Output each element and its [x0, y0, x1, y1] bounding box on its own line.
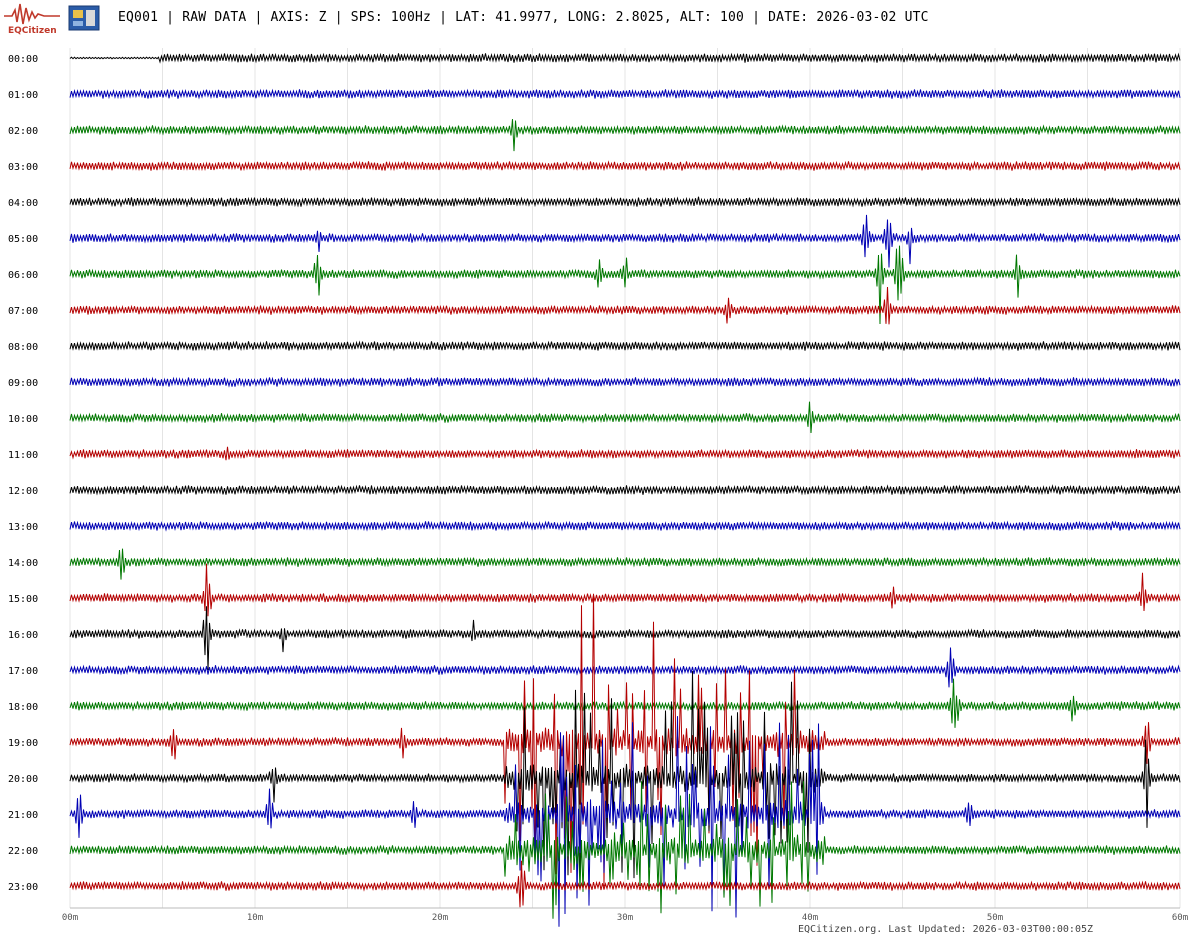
x-tick-label: 00m	[62, 913, 78, 923]
chart-title: EQ001 | RAW DATA | AXIS: Z | SPS: 100Hz …	[118, 10, 929, 25]
trace-row-0800	[69, 340, 1181, 352]
row-time-label: 18:00	[8, 702, 38, 713]
row-time-label: 06:00	[8, 270, 38, 281]
x-tick-label: 20m	[432, 913, 448, 923]
x-tick-label: 50m	[987, 913, 1003, 923]
helicorder-plot: 00m 10m 20m 30m 40m 50m 60m 00:00 01:00 02:00 03:0…	[8, 48, 1188, 927]
row-time-label: 07:00	[8, 306, 38, 317]
sensor-chip-icon	[67, 4, 101, 32]
row-time-label: 21:00	[8, 810, 38, 821]
trace-row-1800	[69, 678, 1181, 728]
trace-row-1200	[69, 484, 1181, 496]
row-time-label: 17:00	[8, 666, 38, 677]
row-time-label: 10:00	[8, 414, 38, 425]
x-tick-label: 30m	[617, 913, 633, 923]
row-time-label: 15:00	[8, 594, 38, 605]
row-time-label: 11:00	[8, 450, 38, 461]
trace-row-1100	[69, 446, 1181, 461]
trace-row-0700	[69, 286, 1181, 325]
trace-layer	[69, 52, 1181, 927]
trace-row-2300	[69, 860, 1181, 908]
x-tick-label: 10m	[247, 913, 263, 923]
trace-row-0000	[69, 52, 1181, 64]
trace-row-1000	[69, 401, 1181, 434]
trace-row-0600	[69, 245, 1181, 325]
row-time-label: 02:00	[8, 126, 38, 137]
row-time-label: 05:00	[8, 234, 38, 245]
trace-row-0500	[69, 214, 1181, 268]
row-time-label: 19:00	[8, 738, 38, 749]
trace-row-0200	[69, 119, 1181, 152]
trace-row-1900	[69, 593, 1181, 887]
row-time-label: 12:00	[8, 486, 38, 497]
row-time-label: 08:00	[8, 342, 38, 353]
trace-row-2100	[69, 716, 1181, 927]
trace-row-1700	[69, 647, 1181, 688]
row-time-label: 13:00	[8, 522, 38, 533]
row-time-label: 09:00	[8, 378, 38, 389]
trace-row-0900	[69, 376, 1181, 388]
row-time-label: 16:00	[8, 630, 38, 641]
row-time-label: 01:00	[8, 90, 38, 101]
header: EQCitizen EQ001 | RAW DATA | AXIS: Z | S…	[0, 0, 1200, 40]
trace-row-1400	[69, 548, 1181, 580]
row-time-label: 22:00	[8, 846, 38, 857]
row-time-label: 23:00	[8, 882, 38, 893]
row-time-label: 14:00	[8, 558, 38, 569]
x-tick-label: 40m	[802, 913, 818, 923]
row-time-label: 00:00	[8, 54, 38, 65]
label-layer: 00m 10m 20m 30m 40m 50m 60m 00:00 01:00 02:00 03:0…	[8, 54, 1188, 923]
trace-row-0400	[69, 196, 1181, 208]
row-time-label: 20:00	[8, 774, 38, 785]
trace-row-2200	[69, 781, 1181, 919]
trace-row-1300	[69, 520, 1181, 532]
x-tick-label: 60m	[1172, 913, 1188, 923]
trace-row-2000	[69, 671, 1181, 879]
seismograph-logo-icon: EQCitizen	[4, 2, 60, 38]
trace-row-0300	[69, 160, 1181, 172]
trace-row-1500	[69, 563, 1181, 617]
row-time-label: 04:00	[8, 198, 38, 209]
trace-row-0100	[69, 88, 1181, 100]
logo-text: EQCitizen	[8, 26, 57, 36]
grid-layer	[69, 48, 1181, 909]
trace-row-1600	[69, 606, 1181, 671]
footer-updated: EQCitizen.org. Last Updated: 2026-03-03T…	[798, 924, 1094, 935]
row-time-label: 03:00	[8, 162, 38, 173]
